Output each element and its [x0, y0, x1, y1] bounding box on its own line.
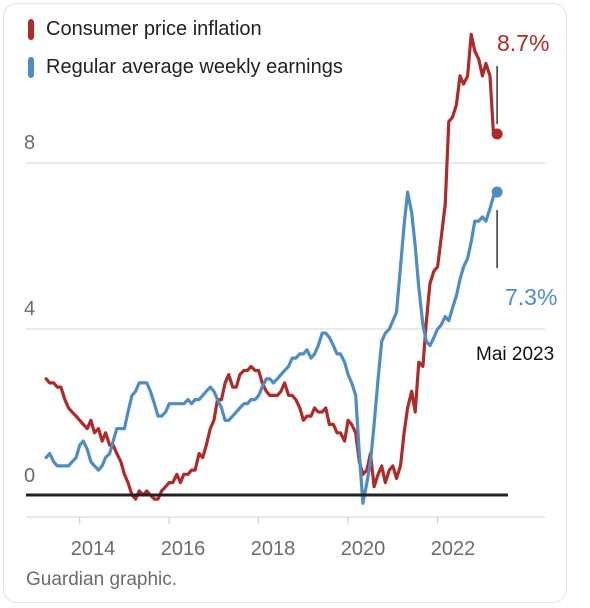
earnings-series-line [44, 190, 499, 505]
source-credit: Guardian graphic. [26, 569, 178, 590]
x-tick-label-2016: 2016 [160, 538, 206, 560]
cpi-end-value-label: 8.7% [497, 30, 550, 56]
legend-item-cpi: Consumer price inflation [28, 18, 262, 41]
date-annotation: Mai 2023 [476, 344, 555, 365]
y-tick-label-0: 0 [24, 465, 36, 487]
y-tick-label-4: 4 [24, 298, 36, 320]
earnings-end-value-label: 7.3% [505, 284, 558, 310]
legend-label-earnings: Regular average weekly earnings [46, 56, 343, 78]
x-tick-label-2020: 2020 [340, 538, 386, 560]
x-tick-label-2018: 2018 [250, 538, 296, 560]
legend-swatch-cpi [28, 19, 34, 40]
legend-label-cpi: Consumer price inflation [46, 18, 262, 40]
y-tick-label-8: 8 [24, 132, 36, 154]
cpi-series-line [44, 32, 499, 501]
legend-swatch-earnings [28, 57, 34, 78]
chart-card [3, 3, 567, 603]
earnings-end-point [491, 186, 503, 198]
cpi-end-point [491, 128, 503, 140]
x-tick-label-2014: 2014 [70, 538, 116, 560]
x-tick-label-2022: 2022 [430, 538, 476, 560]
legend-item-earnings: Regular average weekly earnings [28, 56, 343, 79]
